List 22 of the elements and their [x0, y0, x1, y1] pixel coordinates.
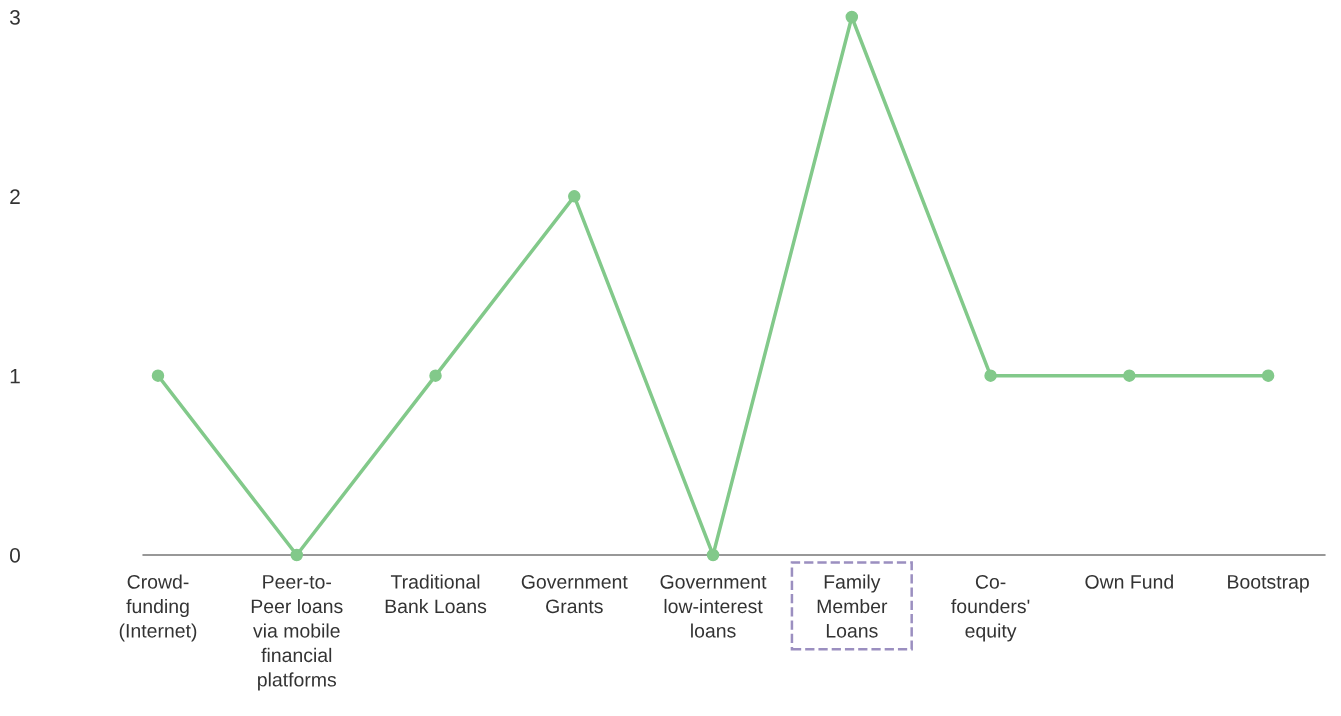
point: [568, 190, 581, 203]
x-tick-label: Traditional Bank Loans: [385, 574, 487, 614]
point: [1261, 369, 1275, 382]
x-tick-label: Co- founders' equity: [951, 574, 1030, 642]
x-tick-label: Family Member Loans: [817, 574, 888, 638]
y-tick-label: 1: [10, 368, 20, 384]
point: [706, 548, 720, 562]
x-tick-label: Own Fund: [1085, 574, 1173, 589]
y-tick-label: 2: [10, 189, 20, 204]
x-tick-label: Government low-interest loans: [660, 574, 767, 638]
point: [290, 548, 304, 562]
y-tick-label: 0: [10, 548, 20, 563]
x-tick-label: Crowd- funding (Internet): [119, 574, 197, 642]
point: [151, 369, 165, 382]
point: [1123, 369, 1136, 382]
y-tick-label: 3: [9, 10, 20, 25]
point: [429, 369, 442, 382]
point: [984, 369, 997, 382]
x-tick-label: Peer-to- Peer loans via mobile financial platforms: [251, 575, 343, 691]
point: [845, 10, 859, 24]
x-tick-label: Bootstrap: [1228, 575, 1309, 593]
x-tick-label: Government Grants: [521, 574, 628, 614]
